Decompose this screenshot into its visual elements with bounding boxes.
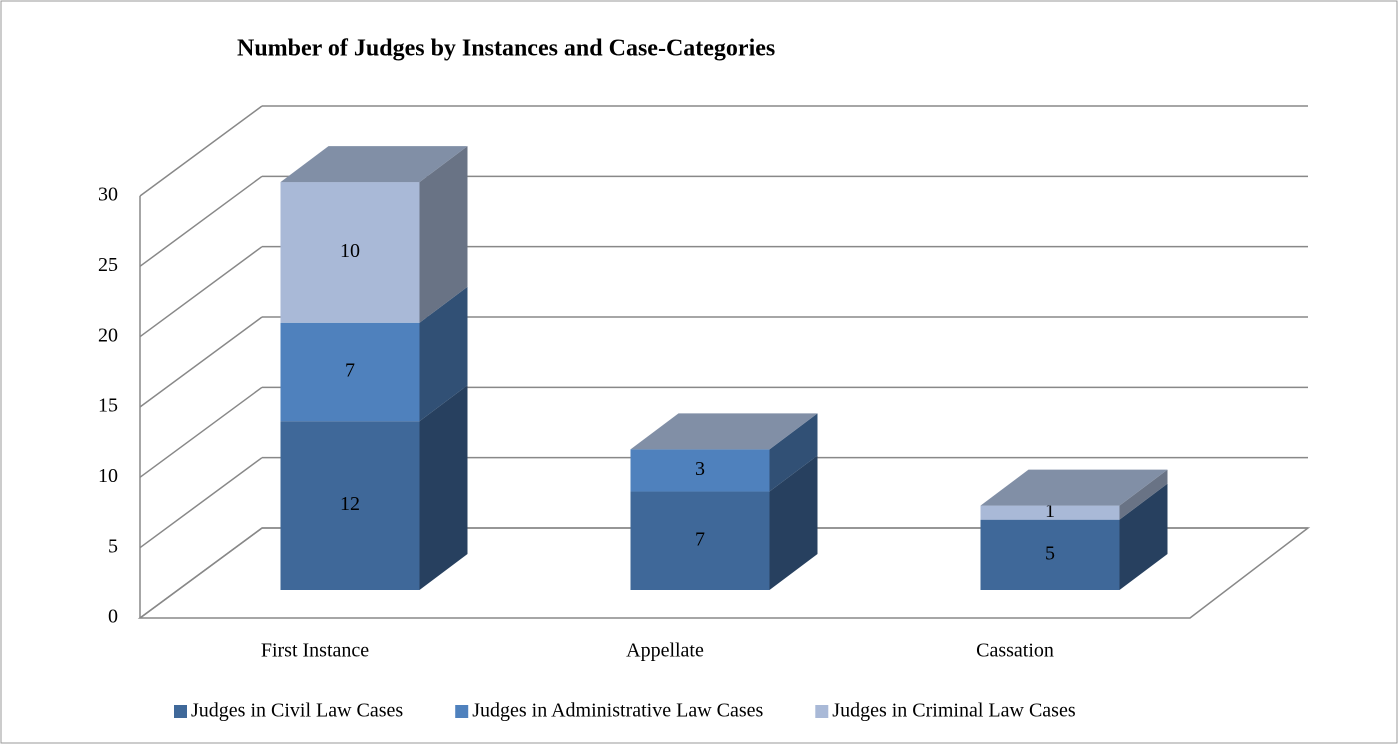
bar-side <box>769 413 818 492</box>
legend-label: Judges in Criminal Law Cases <box>832 700 1076 722</box>
grid-line <box>139 105 263 197</box>
legend-label: Judges in Civil Law Cases <box>191 700 403 722</box>
bar-segment <box>630 449 770 492</box>
data-label: 10 <box>340 240 360 262</box>
data-label: 12 <box>340 493 360 515</box>
bar-segment <box>280 182 420 323</box>
bar-top <box>280 146 468 183</box>
bar-side <box>1119 483 1168 590</box>
bar-top <box>980 469 1168 506</box>
data-label: 5 <box>1045 542 1055 564</box>
x-tick-label: First Instance <box>261 640 369 662</box>
grid-line <box>139 246 263 338</box>
y-tick-label: 10 <box>98 465 118 487</box>
bar-side <box>769 455 818 590</box>
bar-segment <box>980 505 1120 520</box>
bar-segment <box>630 491 770 590</box>
data-label: 7 <box>695 528 705 550</box>
y-tick-label: 5 <box>108 535 118 557</box>
data-label: 3 <box>695 458 705 480</box>
grid-line <box>139 386 263 478</box>
bar-segment <box>280 421 420 590</box>
bar-side <box>419 385 468 590</box>
y-tick-label: 0 <box>108 606 118 628</box>
grid-line <box>139 457 263 549</box>
bar-segment <box>280 322 420 422</box>
grid-line <box>139 316 263 408</box>
legend-swatch <box>174 705 187 718</box>
grid-line <box>139 527 263 619</box>
x-tick-label: Appellate <box>626 640 704 662</box>
bar-side <box>419 146 468 323</box>
bar-side <box>1119 469 1168 520</box>
data-label: 7 <box>345 360 355 382</box>
bar-segment <box>980 519 1120 590</box>
y-tick-label: 30 <box>98 184 118 206</box>
legend-swatch <box>455 705 469 718</box>
y-tick-label: 15 <box>98 395 118 417</box>
x-tick-label: Cassation <box>976 640 1054 662</box>
chart-title: Number of Judges by Instances and Case-C… <box>237 36 775 62</box>
legend-swatch <box>815 705 829 718</box>
grid-line <box>139 175 263 267</box>
y-tick-label: 20 <box>98 324 118 346</box>
y-tick-label: 25 <box>98 254 118 276</box>
bar-side <box>419 286 468 422</box>
legend-label: Judges in Administrative Law Cases <box>472 700 763 722</box>
bar-top <box>630 413 818 450</box>
data-label: 1 <box>1045 500 1055 522</box>
